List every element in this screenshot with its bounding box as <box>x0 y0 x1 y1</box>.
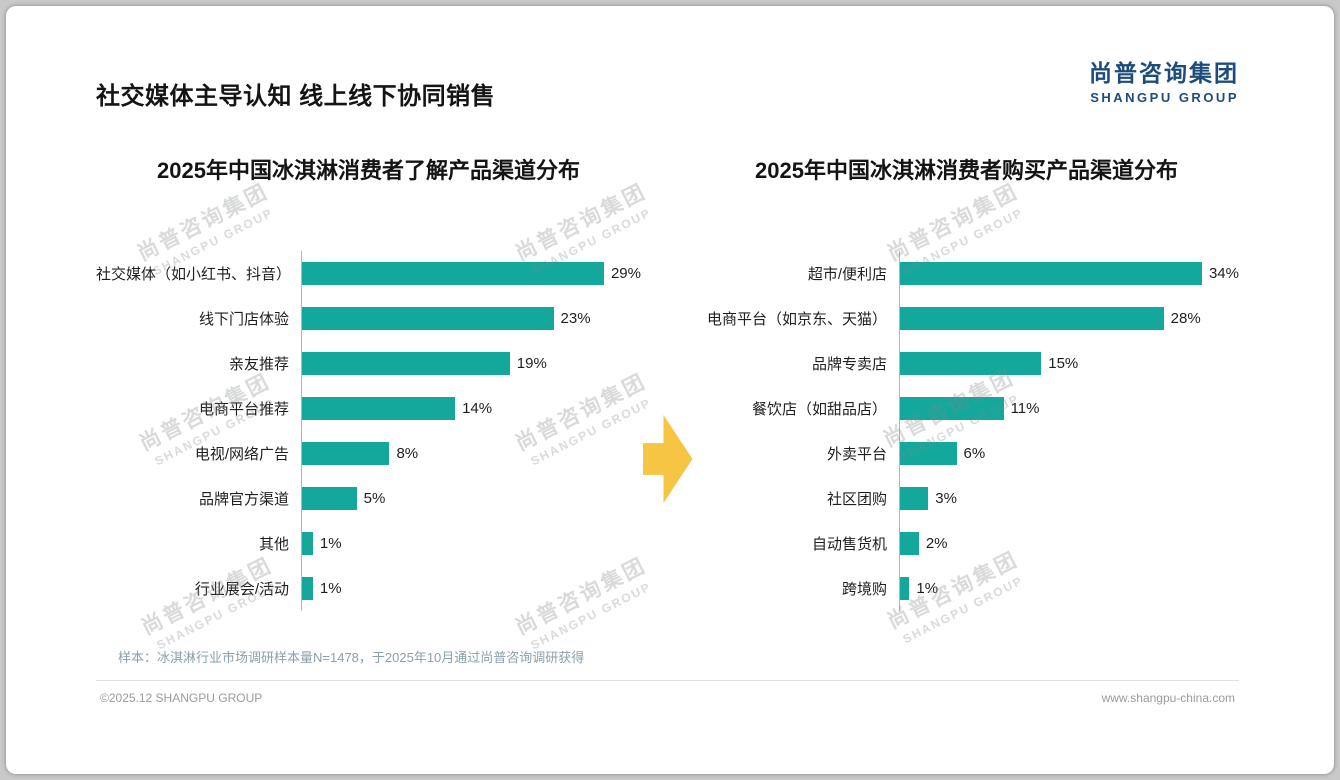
bar-row: 电商平台（如京东、天猫） 28% <box>694 296 1239 341</box>
bar-row: 跨境购 1% <box>694 566 1239 611</box>
logo-chinese-name: 尚普咨询集团 <box>1089 60 1239 86</box>
bar-track: 14% <box>301 386 641 431</box>
bar <box>302 442 390 465</box>
value-label: 34% <box>1208 265 1239 282</box>
bar-track: 28% <box>899 296 1239 341</box>
value-label: 8% <box>396 445 419 462</box>
category-label: 线下门店体验 <box>198 311 289 328</box>
bar <box>302 577 313 600</box>
bar-row: 品牌专卖店 15% <box>694 341 1239 386</box>
bar-track: 1% <box>899 566 1239 611</box>
bar-track: 11% <box>899 386 1239 431</box>
value-label: 14% <box>462 400 493 417</box>
value-label: 5% <box>363 490 386 507</box>
bar <box>900 307 1164 330</box>
bar-track: 5% <box>301 476 641 521</box>
bar-row: 自动售货机 2% <box>694 521 1239 566</box>
bar-track: 23% <box>301 296 641 341</box>
company-logo: 尚普咨询集团 SHANGPU GROUP <box>1089 54 1239 105</box>
bar-row: 行业展会/活动 1% <box>96 566 641 611</box>
bar-track: 3% <box>899 476 1239 521</box>
chart-purchase-channels: 2025年中国冰淇淋消费者购买产品渠道分布 超市/便利店 34% 电商平台（如京东、… <box>694 153 1239 611</box>
category-label: 跨境购 <box>841 581 887 598</box>
bar-track: 1% <box>301 521 641 566</box>
category-label: 外卖平台 <box>826 446 887 463</box>
value-label: 11% <box>1010 400 1040 417</box>
category-label: 行业展会/活动 <box>194 581 289 598</box>
chart-awareness-channels: 2025年中国冰淇淋消费者了解产品渠道分布 社交媒体（如小红书、抖音） 29% 线下… <box>96 153 641 611</box>
category-label: 品牌官方渠道 <box>198 491 289 508</box>
value-label: 3% <box>935 490 957 507</box>
charts-section: 2025年中国冰淇淋消费者了解产品渠道分布 社交媒体（如小红书、抖音） 29% 线下… <box>96 153 1239 611</box>
bar <box>302 262 604 285</box>
slide-card: 社交媒体主导认知 线上线下协同销售 尚普咨询集团 SHANGPU GROUP 2… <box>6 6 1334 774</box>
bar-track: 8% <box>301 431 641 476</box>
bar-chart: 社交媒体（如小红书、抖音） 29% 线下门店体验 23% 亲友推荐 19% 电商平台推荐 14… <box>96 251 641 611</box>
bar-row: 其他 1% <box>96 521 641 566</box>
bar-row: 电商平台推荐 14% <box>96 386 641 431</box>
bar-row: 外卖平台 6% <box>694 431 1239 476</box>
bar-track: 15% <box>899 341 1239 386</box>
bar <box>302 307 554 330</box>
bar-row: 超市/便利店 34% <box>694 251 1239 296</box>
bar <box>302 487 357 510</box>
right-arrow-icon <box>642 415 693 503</box>
value-label: 29% <box>610 265 641 282</box>
logo-english-name: SHANGPU GROUP <box>1090 90 1239 105</box>
bar-track: 6% <box>899 431 1239 476</box>
footer-copyright: ©2025.12 SHANGPU GROUP <box>100 691 263 705</box>
value-label: 1% <box>916 580 939 597</box>
category-label: 亲友推荐 <box>228 356 289 373</box>
bar-track: 29% <box>301 251 641 296</box>
value-label: 6% <box>963 445 986 462</box>
bar <box>302 397 456 420</box>
bar-row: 线下门店体验 23% <box>96 296 641 341</box>
bar-row: 品牌官方渠道 5% <box>96 476 641 521</box>
category-label: 电商平台推荐 <box>198 401 289 418</box>
bar <box>900 532 919 555</box>
footer-website: www.shangpu-china.com <box>1101 691 1235 705</box>
category-label: 自动售货机 <box>811 536 887 553</box>
bar <box>900 352 1042 375</box>
value-label: 19% <box>516 355 547 372</box>
category-label: 社区团购 <box>826 491 887 508</box>
category-label: 品牌专卖店 <box>811 356 887 373</box>
bar-chart: 超市/便利店 34% 电商平台（如京东、天猫） 28% 品牌专卖店 15% 餐饮店（如甜品店… <box>694 251 1239 611</box>
sample-note: 样本：冰淇淋行业市场调研样本量N=1478，于2025年10月通过尚普咨询调研获… <box>118 650 585 665</box>
bar <box>302 532 313 555</box>
page-title: 社交媒体主导认知 线上线下协同销售 <box>96 83 496 110</box>
bar <box>900 577 910 600</box>
category-label: 电商平台（如京东、天猫） <box>706 311 887 328</box>
bar-track: 19% <box>301 341 641 386</box>
chart-title: 2025年中国冰淇淋消费者了解产品渠道分布 <box>157 158 580 183</box>
value-label: 2% <box>925 535 948 552</box>
value-label: 23% <box>560 310 591 327</box>
bar-row: 餐饮店（如甜品店） 11% <box>694 386 1239 431</box>
category-label: 电视/网络广告 <box>194 446 289 463</box>
value-label: 15% <box>1048 355 1079 372</box>
bar <box>900 262 1202 285</box>
bar-track: 2% <box>899 521 1239 566</box>
bar-track: 1% <box>301 566 641 611</box>
bar-track: 34% <box>899 251 1239 296</box>
chart-title: 2025年中国冰淇淋消费者购买产品渠道分布 <box>755 158 1178 183</box>
bar-row: 亲友推荐 19% <box>96 341 641 386</box>
arrow-zone <box>641 153 694 611</box>
bar <box>900 487 929 510</box>
bar <box>900 397 1004 420</box>
bar-row: 社交媒体（如小红书、抖音） 29% <box>96 251 641 296</box>
value-label: 1% <box>319 535 342 552</box>
category-label: 餐饮店（如甜品店） <box>751 401 887 418</box>
category-label: 社交媒体（如小红书、抖音） <box>96 266 292 283</box>
bar <box>900 442 957 465</box>
bar-row: 社区团购 3% <box>694 476 1239 521</box>
value-label: 28% <box>1170 310 1201 327</box>
bar <box>302 352 510 375</box>
value-label: 1% <box>319 580 342 597</box>
header: 社交媒体主导认知 线上线下协同销售 尚普咨询集团 SHANGPU GROUP <box>96 54 1239 111</box>
category-label: 其他 <box>258 536 289 553</box>
footer: ©2025.12 SHANGPU GROUP www.shangpu-china… <box>96 680 1239 705</box>
bar-row: 电视/网络广告 8% <box>96 431 641 476</box>
category-label: 超市/便利店 <box>807 266 887 283</box>
